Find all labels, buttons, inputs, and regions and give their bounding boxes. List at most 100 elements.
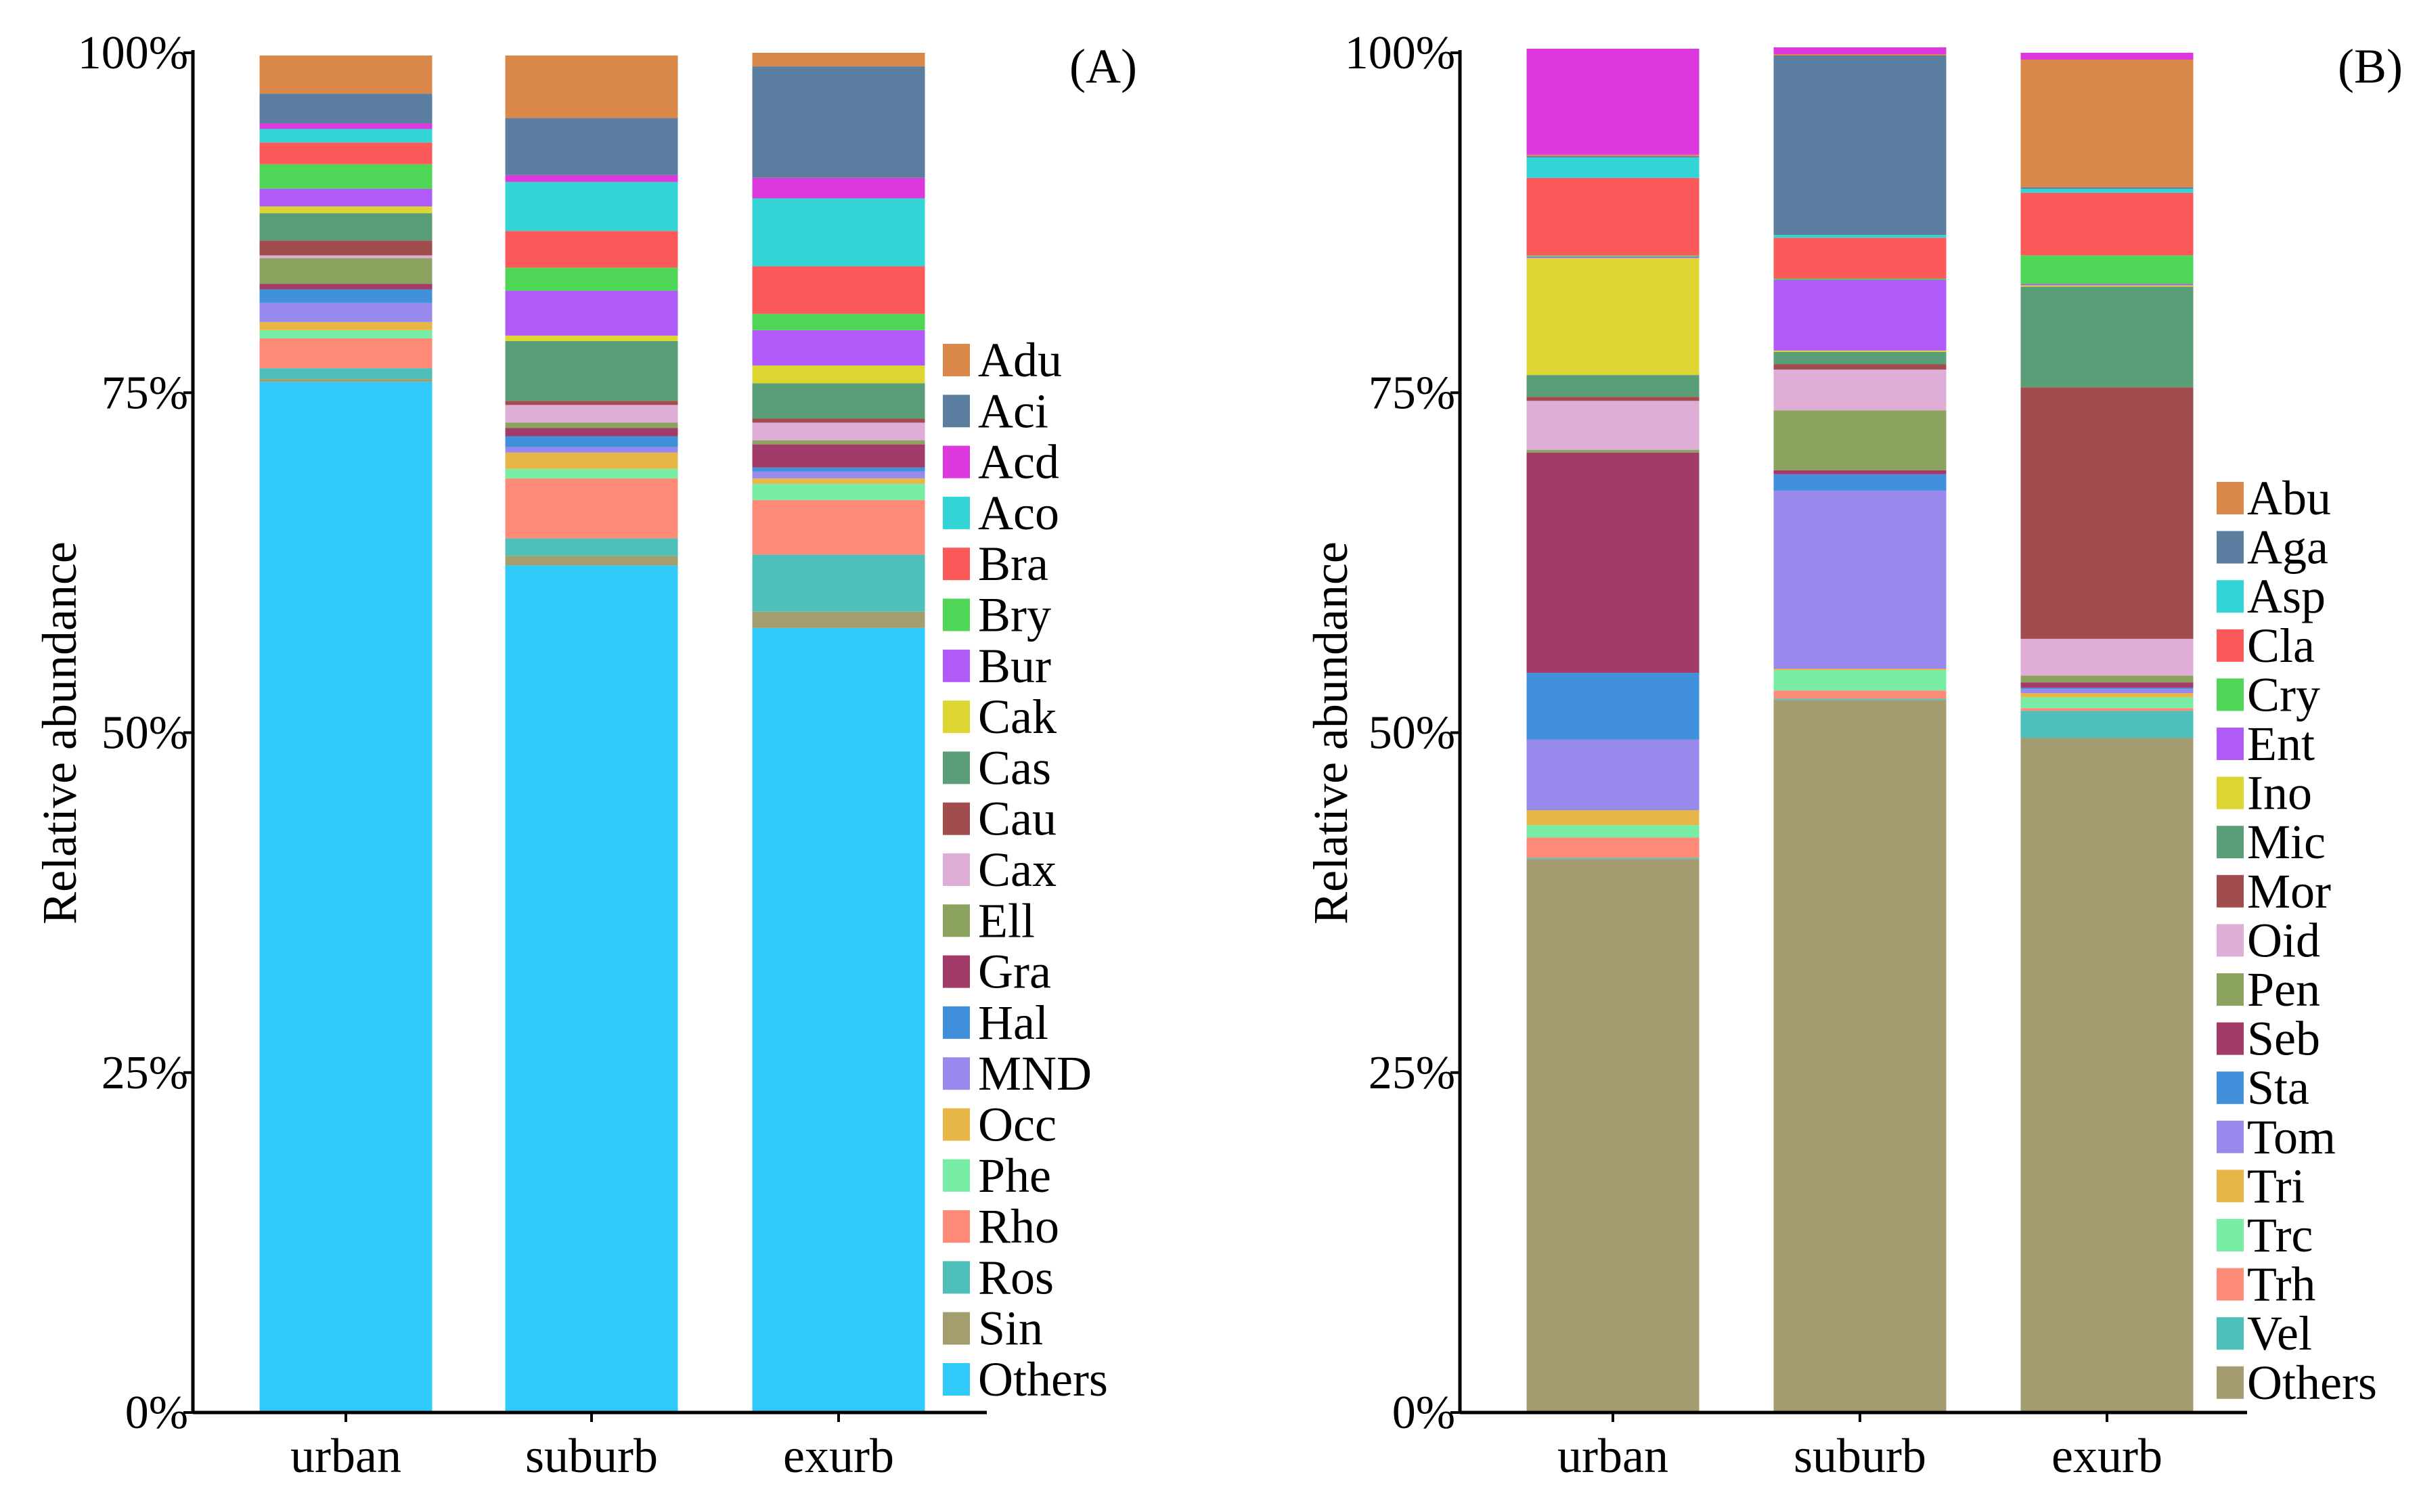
- panel-a-legend-label-phe: Phe: [978, 1149, 1051, 1203]
- panel-b-bar-urban-sta: [1526, 673, 1700, 740]
- panel-b-legend-label-seb: Seb: [2247, 1012, 2320, 1066]
- panel-a-legend-label-bry: Bry: [978, 588, 1051, 642]
- panel-a-x-tick-label-exurb: exurb: [783, 1429, 894, 1483]
- panel-a-y-tick-label: 25%: [102, 1047, 188, 1099]
- panel-a-bar-exurb-sin: [752, 611, 925, 628]
- panel-b-bar-suburb-sta: [1773, 474, 1947, 491]
- panel-b-legend-swatch-trc: [2217, 1219, 2244, 1251]
- panel-b-bar-urban-asp: [1526, 157, 1700, 178]
- panel-b-bar-urban-trc: [1526, 825, 1700, 838]
- panel-a-bar-suburb-acd: [505, 175, 678, 182]
- panel-a-legend-label-ell: Ell: [978, 893, 1035, 948]
- panel-a-legend-label-cas: Cas: [978, 740, 1051, 795]
- panel-b-bar-urban-cry: [1526, 255, 1700, 257]
- panel-b-legend-swatch-sta: [2217, 1071, 2244, 1105]
- panel-b-bar-suburb-pen: [1773, 410, 1947, 470]
- panel-b-bar-exurb-tom: [2020, 689, 2194, 694]
- panel-a-legend-swatch-cax: [943, 853, 970, 886]
- panel-a-bar-exurb-cak: [752, 365, 925, 384]
- panel-b-legend-label-mor: Mor: [2247, 864, 2331, 918]
- panel-b-legend-label-oid: Oid: [2247, 913, 2320, 967]
- panel-b-bar-suburb-seb: [1773, 470, 1947, 474]
- panel-b-bar-urban-vel: [1526, 858, 1700, 860]
- panel-b-bar-exurb-seb: [2020, 682, 2194, 688]
- panel-b-bar-exurb-cla: [2020, 192, 2194, 256]
- panel-a-legend-swatch-cak: [943, 701, 970, 734]
- panel-b-bar-exurb-ino: [2020, 285, 2194, 287]
- panel-b-legend-label-others: Others: [2247, 1356, 2377, 1410]
- panel-a-bar-suburb-mnd: [505, 447, 678, 453]
- panel-a-legend-label-aco: Aco: [978, 486, 1059, 540]
- panel-a-bar-exurb-occ: [752, 478, 925, 484]
- panel-a-bar-exurb-aco: [752, 198, 925, 267]
- panel-a-bar-exurb-ell: [752, 440, 925, 445]
- panel-b-legend-label-sta: Sta: [2247, 1061, 2309, 1115]
- panel-b-bar-suburb-tom: [1773, 490, 1947, 669]
- panel-b-bar-exurb-aga: [2020, 187, 2194, 189]
- panel-b-bar-urban-acd: [1526, 48, 1700, 155]
- panel-a-legend-swatch-acd: [943, 445, 970, 479]
- panel-a-bar-urban-aci: [259, 93, 432, 124]
- panel-b-legend-label-aga: Aga: [2247, 520, 2328, 575]
- panel-b-legend-label-cry: Cry: [2247, 667, 2320, 721]
- panel-a-x-tick-label-suburb: suburb: [525, 1429, 658, 1483]
- panel-a-bar-suburb-sin: [505, 556, 678, 566]
- panel-a-y-tick-label: 50%: [102, 707, 188, 759]
- panel-a-bar-urban-sin: [259, 379, 432, 382]
- panel-b-legend-swatch-abu: [2217, 482, 2244, 514]
- panel-a-legend-label-mnd: MND: [978, 1046, 1092, 1100]
- panel-b-legend-swatch-asp: [2217, 580, 2244, 613]
- panel-a-legend-label-others: Others: [978, 1352, 1108, 1406]
- panel-a-legend-swatch-sin: [943, 1312, 970, 1345]
- panel-a-bar-suburb-cau: [505, 401, 678, 405]
- panel-a-legend-swatch-aco: [943, 496, 970, 529]
- panel-a-bar-exurb-adu: [752, 53, 925, 67]
- panel-b-legend-swatch-seb: [2217, 1022, 2244, 1055]
- panel-a-bar-exurb-phe: [752, 483, 925, 500]
- panel-b-bar-urban-pen: [1526, 449, 1700, 453]
- panel-b-legend-swatch-cry: [2217, 678, 2244, 711]
- panel-b-bar-urban-trh: [1526, 837, 1700, 858]
- panel-a-legend-swatch-adu: [943, 344, 970, 376]
- panel-a-bar-urban-hal: [259, 289, 432, 303]
- panel-b-legend-label-ent: Ent: [2247, 717, 2315, 771]
- panel-b-y-tick-label: 50%: [1369, 707, 1455, 759]
- panel-b-bar-urban-ent: [1526, 257, 1700, 259]
- panel-a-legend-swatch-cau: [943, 802, 970, 835]
- panel-b-bar-urban-others: [1526, 859, 1700, 1413]
- panel-b-bar-suburb-trc: [1773, 670, 1947, 691]
- panel-a-bar-exurb-cau: [752, 418, 925, 423]
- panel-a-bar-urban-ros: [259, 368, 432, 380]
- panel-a-bar-suburb-cak: [505, 335, 678, 341]
- panel-b-bar-suburb-cry: [1773, 278, 1947, 280]
- panel-a-legend-swatch-ros: [943, 1261, 970, 1294]
- panel-a-legend-swatch-bur: [943, 649, 970, 682]
- panel-a-y-tick-label: 100%: [78, 27, 188, 79]
- panel-b-bar-suburb-others: [1773, 700, 1947, 1413]
- panel-b-bar-suburb-ent: [1773, 280, 1947, 351]
- panel-a-bar-urban-aco: [259, 129, 432, 143]
- panel-b-legend-label-trc: Trc: [2247, 1208, 2313, 1262]
- panel-a-bar-urban-cak: [259, 206, 432, 214]
- panel-b-y-axis-title: Relative abundance: [1304, 541, 1358, 925]
- panel-b-legend-label-ino: Ino: [2247, 766, 2312, 820]
- panel-a-bar-exurb-ros: [752, 554, 925, 612]
- panel-a-legend-swatch-aci: [943, 395, 970, 428]
- panel-a-legend-swatch-bra: [943, 548, 970, 581]
- panel-a-chart: (A) 0% 25% 50% 75% 100% urban suburb exurb Relat…: [32, 27, 1137, 1483]
- panel-b-bar-suburb-aga: [1773, 55, 1947, 236]
- panel-a-legend-swatch-phe: [943, 1159, 970, 1192]
- panel-b-bar-exurb-sta: [2020, 688, 2194, 690]
- panel-a-y-tick-label: 75%: [102, 367, 188, 419]
- panel-b-bar-urban-cla: [1526, 177, 1700, 256]
- panel-b-bar-exurb-others: [2020, 738, 2194, 1413]
- panel-b-legend-swatch-cla: [2217, 629, 2244, 662]
- panel-b-legend-label-asp: Asp: [2247, 569, 2326, 623]
- panel-a-legend-swatch-gra: [943, 955, 970, 988]
- panel-b-chart: (B) 0% 25% 50% 75% 100% urban suburb exurb Relat…: [1304, 27, 2403, 1483]
- panel-b-legend-swatch-ent: [2217, 728, 2244, 760]
- panel-a-bar-exurb-cax: [752, 422, 925, 441]
- panel-a-bar-urban-rho: [259, 338, 432, 369]
- panel-b-bar-suburb-mic: [1773, 351, 1947, 365]
- panel-b-bar-exurb-tri: [2020, 693, 2194, 698]
